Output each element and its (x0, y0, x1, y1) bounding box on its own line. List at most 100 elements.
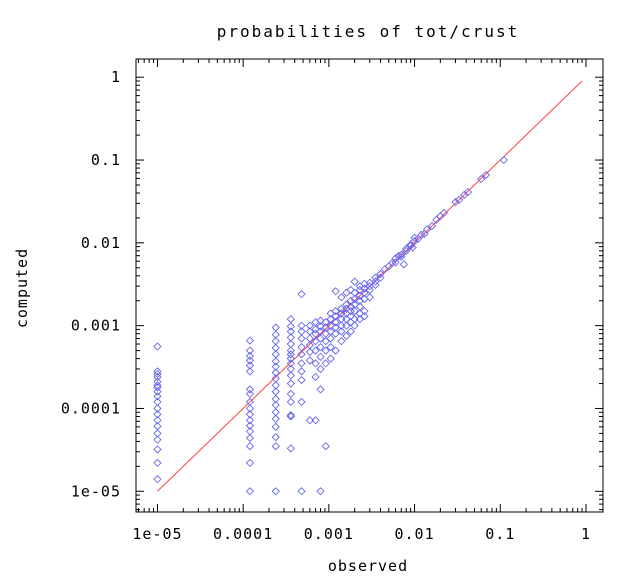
data-point (153, 404, 162, 413)
data-point (311, 325, 320, 334)
y-axis-label: computed (13, 248, 31, 328)
data-point (305, 347, 314, 357)
data-point (286, 350, 295, 359)
data-point (427, 221, 437, 231)
data-point (297, 397, 306, 407)
data-point (477, 174, 486, 184)
y-tick-label: 0.0001 (61, 399, 121, 417)
data-point (331, 287, 340, 296)
data-point (297, 487, 306, 496)
data-point (410, 236, 419, 246)
data-point (286, 327, 295, 336)
data-point (316, 316, 325, 325)
data-point (297, 334, 306, 343)
data-point (326, 343, 335, 352)
data-point (316, 334, 325, 343)
data-point (153, 372, 162, 382)
data-point (271, 394, 280, 404)
data-point (316, 385, 325, 394)
data-point (153, 458, 162, 468)
data-point (286, 397, 295, 407)
data-point (153, 342, 162, 351)
data-point (365, 293, 374, 302)
data-point (360, 288, 369, 297)
data-point (271, 323, 280, 332)
data-point (286, 411, 295, 420)
data-point (153, 410, 162, 419)
data-point (321, 442, 330, 451)
data-point (342, 331, 351, 341)
x-tick-label: 0.0001 (213, 525, 273, 543)
data-point (153, 429, 162, 438)
data-point (417, 230, 426, 239)
data-point (342, 321, 351, 330)
data-point (360, 312, 369, 321)
data-point (350, 294, 359, 304)
data-point (297, 290, 306, 299)
data-point (316, 322, 325, 331)
data-point (153, 381, 162, 390)
data-point (153, 383, 162, 392)
x-axis-label: observed (328, 557, 408, 575)
data-point (350, 306, 359, 316)
data-point (350, 288, 359, 297)
data-point (454, 195, 464, 205)
y-tick-label: 0.001 (71, 317, 121, 335)
points-layer (153, 155, 508, 496)
data-point (245, 367, 255, 376)
data-point (286, 389, 295, 399)
data-point (388, 258, 397, 268)
data-point (397, 250, 406, 259)
data-point (439, 208, 449, 218)
data-point (153, 377, 162, 386)
data-point (153, 435, 162, 444)
data-point (408, 243, 417, 252)
x-tick-label: 0.01 (395, 525, 435, 543)
data-point (271, 433, 280, 442)
data-point (331, 306, 340, 316)
data-point (245, 421, 255, 430)
data-point (153, 392, 162, 401)
data-point (297, 375, 306, 385)
data-point (394, 252, 403, 261)
data-point (271, 368, 280, 377)
data-point (271, 362, 280, 371)
data-point (245, 351, 255, 361)
data-point (346, 285, 355, 295)
data-point (271, 442, 280, 451)
data-point (337, 337, 346, 346)
data-point (321, 346, 330, 355)
data-point (245, 356, 255, 365)
data-point (321, 359, 330, 368)
data-point (311, 416, 320, 425)
data-point (153, 367, 162, 376)
data-point (346, 302, 355, 311)
data-point (271, 381, 280, 390)
data-point (245, 487, 255, 496)
data-point (286, 371, 295, 380)
data-point (297, 350, 306, 359)
data-point (331, 318, 340, 327)
y-tick-label: 1 (111, 68, 121, 86)
data-point (271, 357, 280, 366)
data-point (245, 361, 255, 370)
data-point (402, 246, 411, 256)
data-point (326, 321, 335, 330)
data-point (245, 389, 255, 399)
data-point (316, 343, 325, 352)
data-point (360, 306, 369, 316)
data-point (245, 385, 255, 394)
data-point (153, 416, 162, 425)
data-point (326, 354, 335, 363)
data-point (311, 346, 320, 355)
data-point (245, 404, 255, 413)
data-point (342, 288, 351, 297)
data-point (346, 327, 355, 336)
data-point (297, 321, 306, 330)
x-tick-label: 0.001 (304, 525, 354, 543)
data-point (391, 258, 400, 267)
data-point (346, 296, 355, 305)
y-tick-label: 0.1 (91, 151, 121, 169)
data-point (355, 285, 364, 295)
data-point (271, 487, 280, 496)
